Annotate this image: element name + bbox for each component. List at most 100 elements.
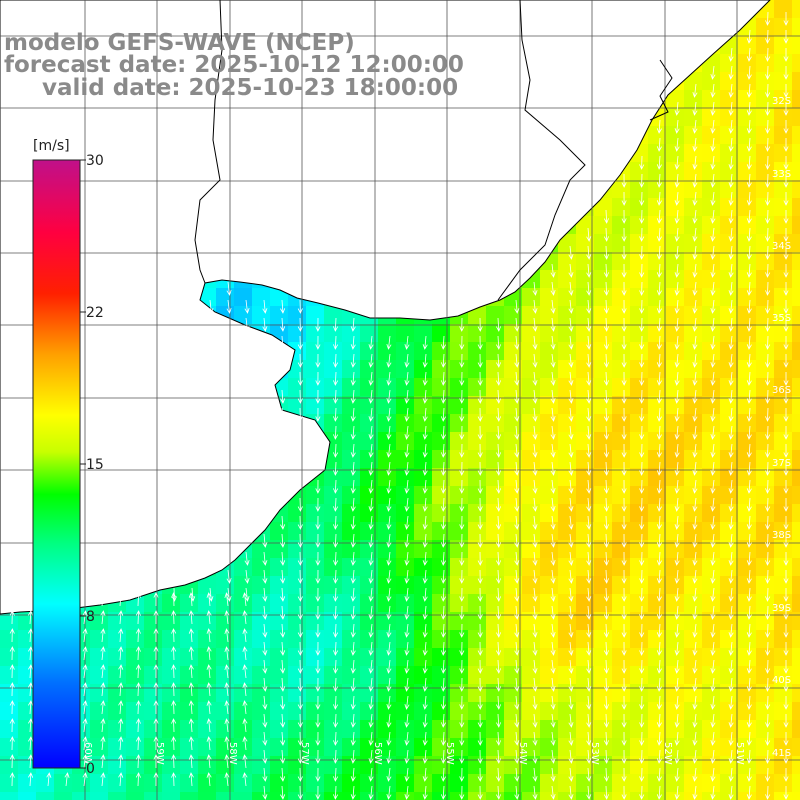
speed-cell — [198, 756, 217, 775]
speed-cell — [252, 648, 271, 667]
wind-arrow — [765, 533, 771, 548]
wind-arrow — [568, 515, 574, 530]
wind-arrow — [333, 641, 339, 656]
wind-arrow — [206, 646, 212, 661]
wind-arrow — [783, 371, 789, 386]
wind-arrow — [514, 785, 520, 800]
wind-arrow — [188, 592, 194, 607]
wind-arrow — [368, 479, 374, 494]
speed-cell — [756, 342, 775, 361]
wind-arrow — [765, 425, 771, 440]
speed-cell — [594, 378, 613, 397]
wind-arrow — [674, 443, 680, 458]
speed-cell — [756, 756, 775, 775]
wind-arrow — [82, 664, 88, 679]
wind-arrow — [765, 749, 771, 764]
speed-cell — [792, 540, 800, 559]
wind-arrow — [621, 317, 627, 332]
speed-cell — [648, 558, 667, 577]
wind-arrow — [728, 551, 734, 566]
wind-arrow — [368, 443, 374, 458]
speed-cell — [450, 684, 469, 703]
wind-arrow — [586, 551, 592, 566]
wind-arrow — [728, 425, 734, 440]
wind-arrow — [135, 736, 141, 751]
wind-arrow — [746, 497, 752, 512]
wind-arrow — [621, 173, 627, 188]
speed-cell — [684, 306, 703, 325]
wind-arrow — [586, 479, 592, 494]
wind-arrow — [656, 173, 662, 188]
wind-arrow — [459, 695, 465, 710]
wind-arrow — [765, 83, 771, 98]
wind-arrow — [459, 551, 465, 566]
wind-arrow — [280, 659, 286, 674]
speed-cell — [360, 684, 379, 703]
speed-cell — [612, 612, 631, 631]
speed-cell — [144, 684, 163, 703]
wind-arrow — [496, 731, 502, 746]
speed-cell — [198, 576, 217, 595]
wind-arrow — [568, 497, 574, 512]
wind-arrow — [188, 772, 194, 787]
speed-cell — [324, 306, 343, 325]
speed-cell — [342, 648, 361, 667]
speed-cell — [378, 612, 397, 631]
speed-cell — [216, 792, 235, 800]
speed-cell — [756, 288, 775, 307]
wind-arrow — [728, 155, 734, 170]
speed-cell — [684, 630, 703, 649]
speed-cell — [630, 540, 649, 559]
wind-arrow — [710, 659, 716, 674]
speed-cell — [792, 306, 800, 325]
speed-cell — [612, 180, 631, 199]
speed-cell — [540, 378, 559, 397]
speed-cell — [108, 630, 127, 649]
wind-arrow — [28, 682, 34, 697]
speed-cell — [666, 162, 685, 181]
speed-cell — [162, 738, 181, 757]
wind-arrow — [710, 101, 716, 116]
wind-arrow — [692, 677, 698, 692]
speed-cell — [468, 324, 487, 343]
wind-arrow — [297, 785, 303, 800]
speed-cell — [720, 180, 739, 199]
wind-arrow — [514, 443, 520, 458]
speed-cell — [486, 360, 505, 379]
speed-cell — [288, 774, 307, 793]
speed-cell — [720, 72, 739, 91]
wind-arrow — [710, 389, 716, 404]
wind-arrow — [710, 407, 716, 422]
speed-cell — [486, 306, 505, 325]
speed-cell — [594, 630, 613, 649]
speed-cell — [684, 774, 703, 793]
speed-cell — [432, 576, 451, 595]
wind-arrow — [674, 731, 680, 746]
speed-cell — [396, 666, 415, 685]
wind-arrow — [153, 592, 159, 607]
wind-arrow — [242, 646, 248, 661]
speed-cell — [72, 792, 91, 800]
speed-cell — [756, 648, 775, 667]
speed-cell — [612, 450, 631, 469]
wind-arrow — [746, 623, 752, 638]
speed-cell — [378, 414, 397, 433]
lon-label: 55W — [444, 742, 455, 765]
wind-arrow — [171, 610, 177, 625]
speed-cell — [486, 576, 505, 595]
wind-arrow — [496, 587, 502, 602]
colorbar-tick-label: 8 — [86, 609, 95, 625]
speed-cell — [738, 180, 757, 199]
wind-arrow — [224, 592, 230, 607]
wind-arrow — [710, 479, 716, 494]
speed-cell — [792, 162, 800, 181]
speed-cell — [396, 576, 415, 595]
speed-cell — [270, 756, 289, 775]
speed-cell — [774, 216, 793, 235]
speed-cell — [144, 756, 163, 775]
wind-arrow — [746, 173, 752, 188]
wind-arrow — [368, 623, 374, 638]
speed-cell — [324, 594, 343, 613]
speed-cell — [342, 558, 361, 577]
wind-arrow — [783, 209, 789, 224]
